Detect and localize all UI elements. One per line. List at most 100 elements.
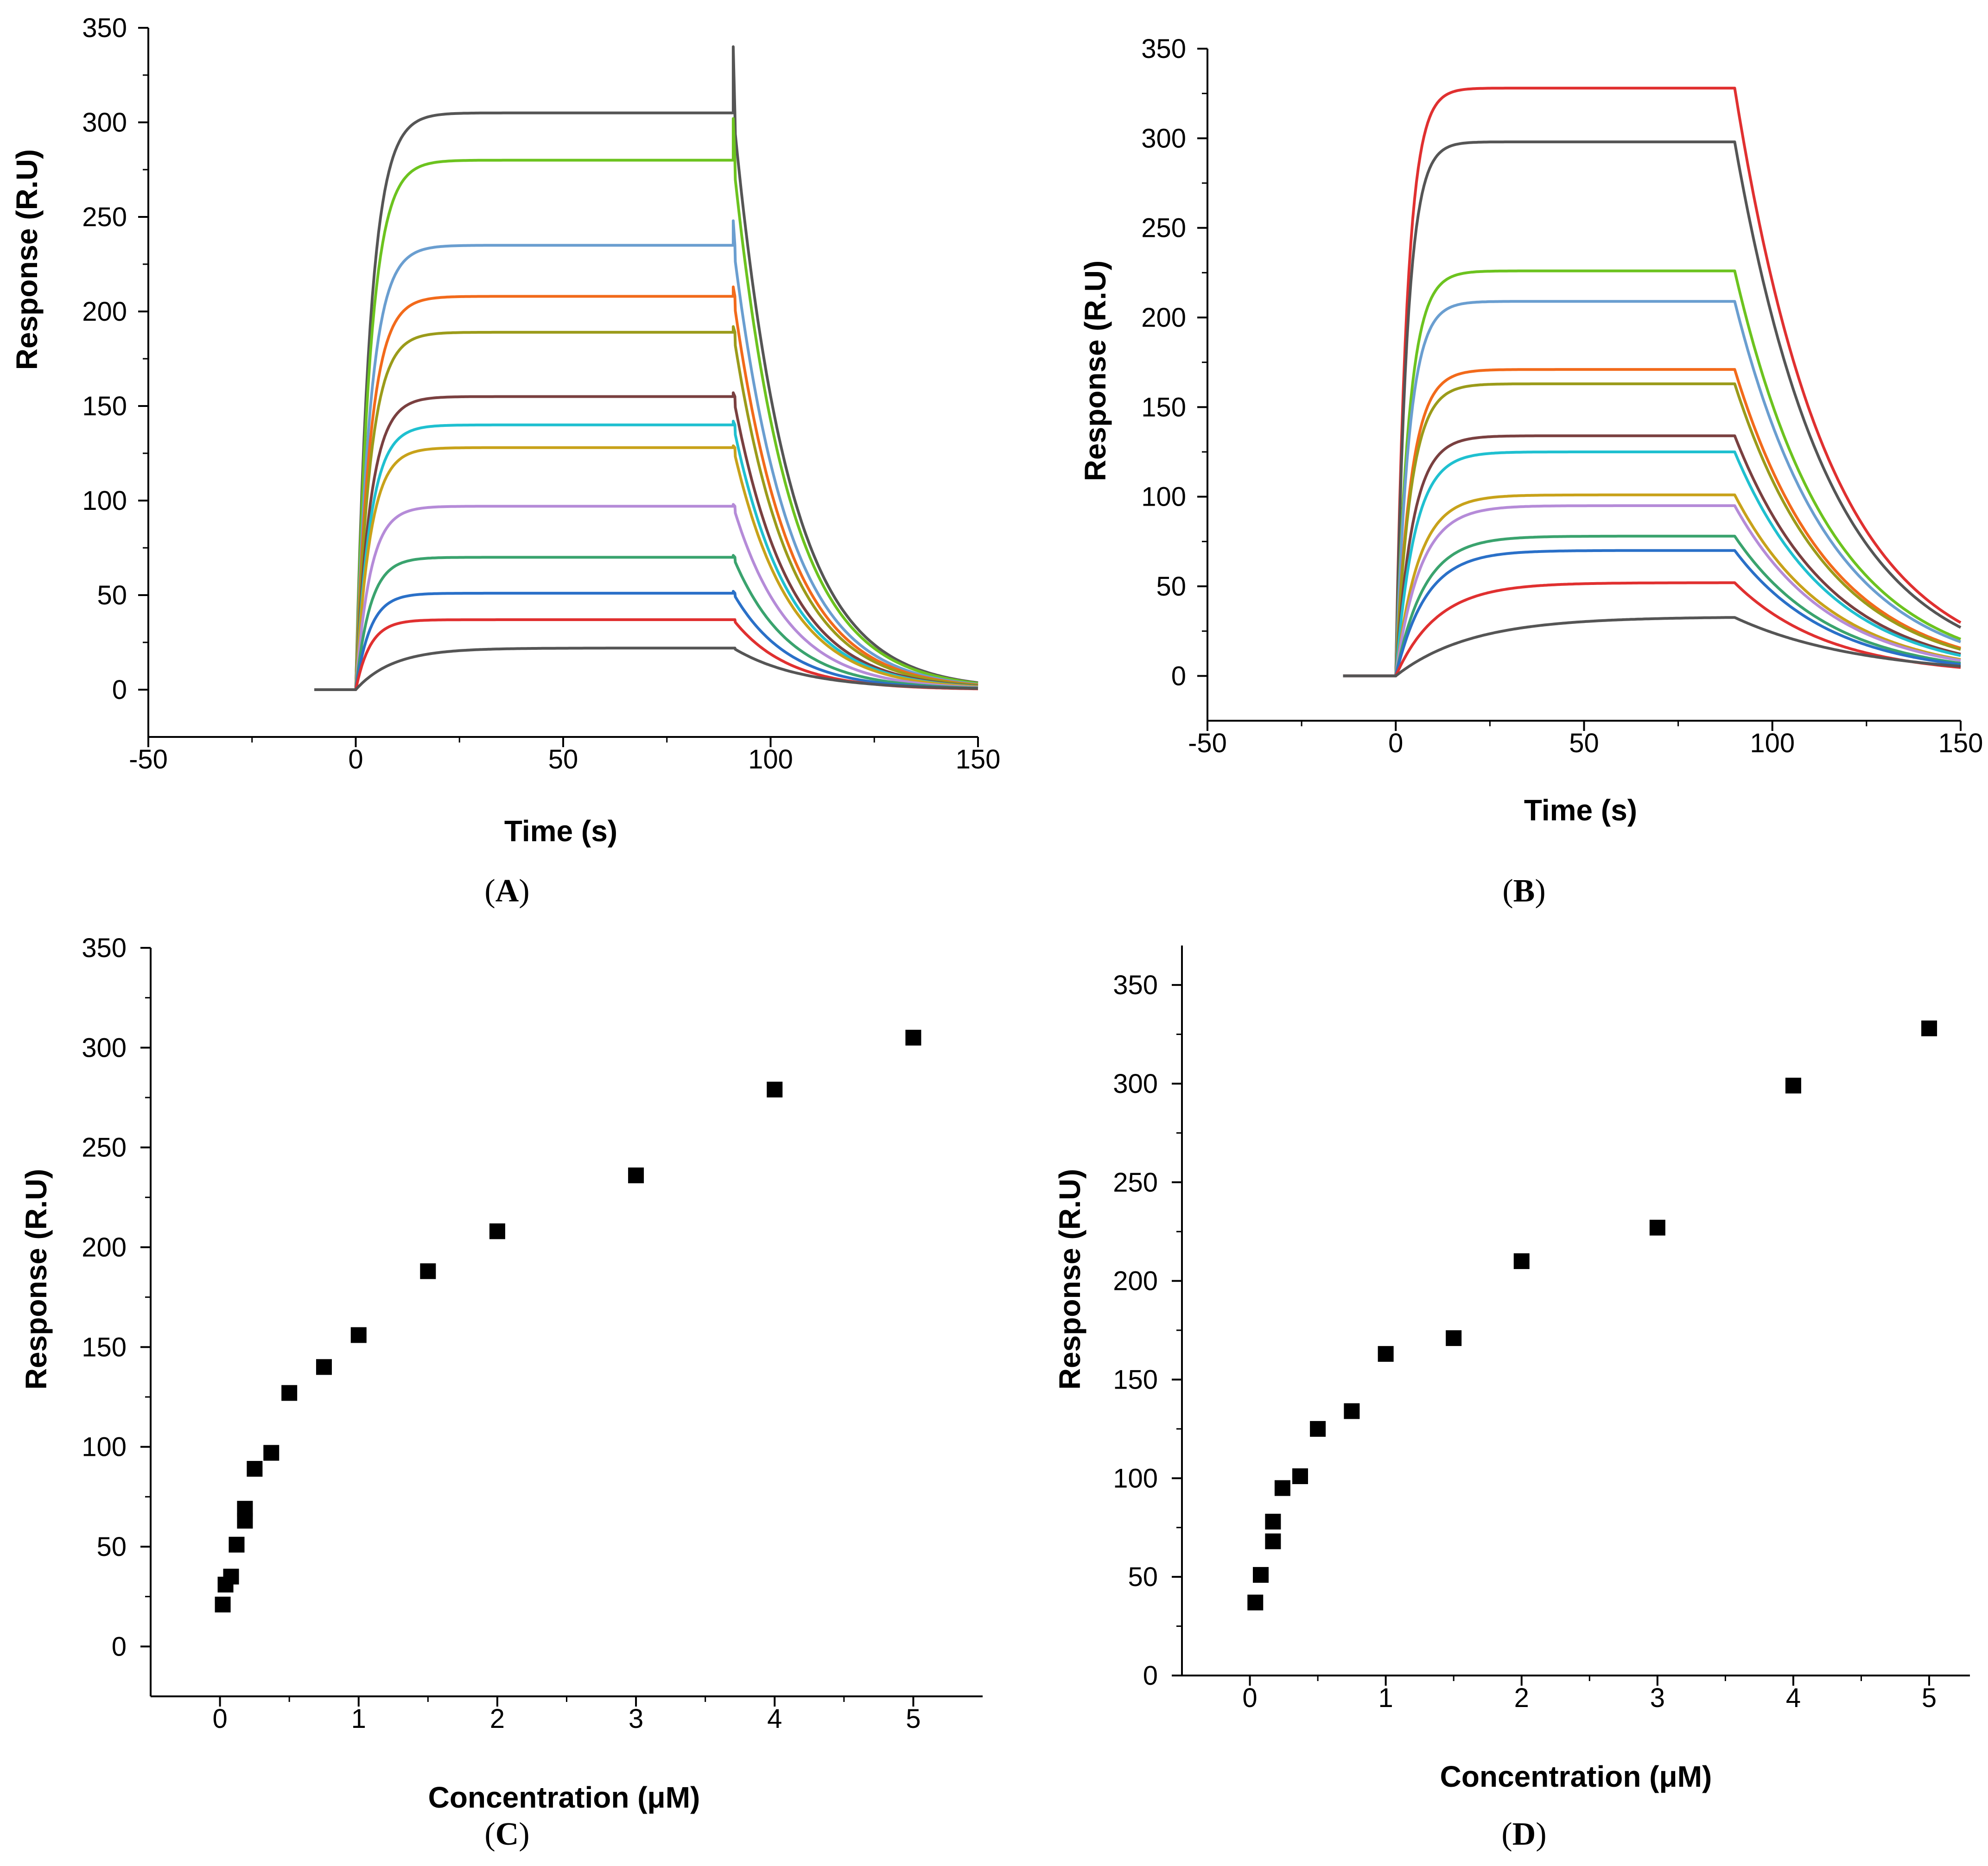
series-line-s8-b <box>1343 451 1961 678</box>
series-line-s12-b <box>1343 549 1961 678</box>
data-point-d <box>1265 1533 1281 1549</box>
data-point-c <box>281 1385 298 1401</box>
x-tick-label-a: 0 <box>348 744 363 774</box>
data-point-d <box>1446 1330 1462 1346</box>
panel-label-c: (C) <box>484 1816 529 1852</box>
series-line-s6-a <box>314 391 978 691</box>
x-tick-label-d: 4 <box>1786 1683 1801 1713</box>
x-tick-label-b: 100 <box>1750 728 1795 758</box>
x-tick-label-c: 2 <box>490 1704 505 1734</box>
data-point-d <box>1344 1403 1360 1419</box>
series-line-s5-b <box>1343 368 1961 678</box>
y-tick-label-d: 50 <box>1128 1562 1158 1592</box>
series-line-s4-b <box>1343 300 1962 678</box>
x-tick-label-a: -50 <box>129 744 168 774</box>
y-tick-label-a: 350 <box>82 13 127 43</box>
y-tick-label-a: 250 <box>82 202 127 232</box>
panel-label-b-letter: B <box>1513 873 1535 909</box>
y-tick-label-d: 350 <box>1113 970 1158 1000</box>
data-point-d <box>1253 1567 1269 1583</box>
y-tick-label-a: 200 <box>82 297 127 327</box>
x-tick-label-d: 0 <box>1242 1683 1257 1713</box>
y-tick-label-c: 350 <box>82 933 127 963</box>
series-line-s14-b <box>1343 616 1961 678</box>
x-tick-label-c: 1 <box>351 1704 366 1734</box>
data-point-c <box>237 1501 253 1517</box>
y-tick-label-c: 250 <box>82 1133 127 1163</box>
data-point-c <box>628 1167 644 1183</box>
plot-area-a: -50 0 50 100 150 0 50 100 150 200 250 300 350 <box>82 13 1000 774</box>
x-tick-label-c: 0 <box>212 1704 227 1734</box>
data-point-c <box>420 1263 436 1279</box>
panel-label-d: (D) <box>1501 1816 1546 1852</box>
data-point-c <box>489 1223 505 1239</box>
y-tick-label-b: 150 <box>1141 392 1186 422</box>
data-point-d <box>1649 1219 1665 1236</box>
data-point-d <box>1513 1253 1530 1269</box>
y-tick-label-d: 250 <box>1113 1168 1158 1198</box>
series-line-s2-a <box>314 117 978 691</box>
y-tick-label-d: 100 <box>1113 1463 1158 1493</box>
y-tick-label-c: 0 <box>112 1631 127 1662</box>
data-point-c <box>767 1081 783 1098</box>
y-tick-label-a: 150 <box>82 391 127 421</box>
y-tick-label-d: 300 <box>1113 1069 1158 1099</box>
data-point-d <box>1378 1346 1394 1362</box>
data-point-d <box>1785 1078 1801 1094</box>
y-tick-label-b: 100 <box>1141 482 1186 512</box>
series-line-s9-a <box>314 503 978 691</box>
y-tick-label-c: 100 <box>82 1432 127 1462</box>
data-point-c <box>215 1596 231 1612</box>
data-point-c <box>247 1461 263 1477</box>
panel-label-d-letter: D <box>1512 1816 1536 1852</box>
x-tick-label-a: 100 <box>748 744 793 774</box>
y-tick-label-d: 150 <box>1113 1365 1158 1395</box>
y-tick-label-b: 250 <box>1141 213 1186 243</box>
series-line-s2-b <box>1343 140 1962 678</box>
y-tick-label-b: 50 <box>1156 571 1186 602</box>
y-tick-label-d: 0 <box>1143 1661 1158 1691</box>
series-line-s8-a <box>314 444 978 691</box>
data-point-d <box>1274 1480 1290 1496</box>
panel-b: -50 0 50 100 150 0 50 100 150 200 250 300 350 Time (… <box>1079 34 1983 909</box>
data-point-c <box>223 1568 239 1585</box>
x-tick-label-b: 150 <box>1938 728 1983 758</box>
y-axis-title-b: Response (R.U) <box>1079 260 1112 482</box>
x-tick-label-d: 5 <box>1922 1683 1937 1713</box>
data-point-c <box>350 1327 367 1343</box>
data-point-d <box>1247 1594 1264 1611</box>
y-axis-title-a: Response (R.U) <box>10 149 44 370</box>
series-line-s13-b <box>1343 581 1961 678</box>
series-line-s7-b <box>1343 434 1961 678</box>
series-line-s11-a <box>314 590 978 691</box>
x-tick-label-c: 4 <box>767 1704 782 1734</box>
y-tick-label-b: 350 <box>1141 34 1186 64</box>
series-line-s7-a <box>314 419 978 691</box>
x-tick-label-b: 0 <box>1388 728 1403 758</box>
x-tick-label-b: -50 <box>1188 728 1227 758</box>
y-tick-label-b: 300 <box>1141 123 1186 153</box>
y-tick-label-c: 200 <box>82 1232 127 1263</box>
series-line-s13-a <box>314 647 978 691</box>
series-line-s9-b <box>1343 493 1961 678</box>
y-axis-title-d: Response (R.U) <box>1053 1169 1086 1390</box>
x-tick-label-d: 3 <box>1650 1683 1665 1713</box>
data-point-d <box>1292 1468 1308 1485</box>
panel-label-c-letter: C <box>495 1816 519 1852</box>
x-tick-label-a: 50 <box>548 744 578 774</box>
y-tick-label-c: 300 <box>82 1033 127 1063</box>
x-tick-label-d: 1 <box>1378 1683 1393 1713</box>
x-axis-title-a: Time (s) <box>504 814 617 848</box>
y-tick-label-c: 150 <box>82 1332 127 1362</box>
x-tick-label-d: 2 <box>1514 1683 1529 1713</box>
panel-label-b: (B) <box>1502 873 1545 909</box>
x-axis-title-c: Concentration (μM) <box>428 1781 700 1814</box>
y-tick-label-a: 300 <box>82 108 127 138</box>
y-tick-label-a: 100 <box>82 486 127 516</box>
x-axis-title-d: Concentration (μM) <box>1440 1760 1712 1793</box>
series-line-s4-a <box>314 286 978 691</box>
data-point-d <box>1921 1020 1937 1036</box>
plot-area-b: -50 0 50 100 150 0 50 100 150 200 250 300 350 <box>1141 34 1983 758</box>
